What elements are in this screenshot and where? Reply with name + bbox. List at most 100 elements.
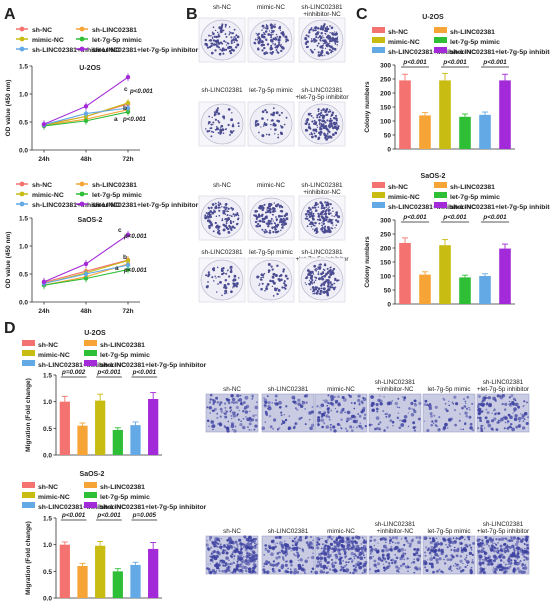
migration-saos2-1-cell bbox=[282, 551, 286, 555]
dish-saos2-bottom-2-colony bbox=[314, 292, 316, 294]
dish-saos2-bottom-0-colony bbox=[224, 286, 228, 290]
migration-saos2-5-cell bbox=[500, 553, 504, 557]
migration-saos2-2-cell bbox=[335, 570, 338, 573]
migration-saos2-4-cell bbox=[470, 546, 473, 549]
dish-u2os-top-1-colony bbox=[265, 24, 269, 28]
migration-saos2-0-cell bbox=[240, 559, 242, 562]
migration-saos2-0-cell bbox=[254, 544, 257, 547]
migration-saos2-1-cell bbox=[272, 563, 276, 567]
dish-saos2-top-1-colony bbox=[280, 210, 284, 213]
dish-u2os-top-0-colony bbox=[213, 32, 215, 35]
dish-u2os-bottom-2-colony bbox=[334, 131, 338, 135]
dish-u2os-top-1-colony bbox=[274, 37, 278, 41]
migration-u2os-3-cell bbox=[379, 402, 383, 406]
migration-saos2-2-cell bbox=[329, 542, 334, 547]
migration-label-u2os: sh-LINC02381 bbox=[375, 379, 416, 386]
dish-u2os-top-2-colony bbox=[320, 51, 323, 54]
dish-u2os-bottom-2-colony bbox=[330, 113, 334, 117]
dish-saos2-bottom-2-colony bbox=[307, 283, 310, 285]
migration-saos2-5-cell bbox=[508, 546, 512, 550]
migration-u2os-5-cell bbox=[496, 394, 500, 398]
chart-c1-y-tick-label: 150 bbox=[380, 105, 391, 112]
migration-saos2-2-cell bbox=[314, 570, 319, 575]
migration-saos2-1-cell bbox=[298, 535, 303, 540]
dish-saos2-top-0-colony bbox=[214, 221, 217, 225]
dish-u2os-bottom-2-colony bbox=[331, 126, 335, 130]
migration-saos2-0-cell bbox=[253, 539, 257, 543]
dish-u2os-bottom-0-colony bbox=[222, 132, 225, 134]
dish-saos2-bottom-0-colony bbox=[230, 290, 233, 294]
colony-label-bottom: +let-7g-5p inhibitor bbox=[295, 94, 349, 101]
migration-u2os-0-cell bbox=[237, 418, 240, 421]
migration-u2os-0-cell bbox=[243, 401, 246, 404]
migration-label-saos2: sh-LINC02381 bbox=[375, 521, 416, 528]
migration-saos2-3-cell bbox=[410, 562, 413, 564]
migration-saos2-2-cell bbox=[334, 561, 337, 565]
migration-saos2-3-cell bbox=[382, 566, 386, 569]
migration-saos2-1-cell bbox=[264, 547, 267, 549]
migration-saos2-4-cell bbox=[448, 540, 452, 544]
dish-saos2-top-0-colony bbox=[218, 214, 221, 217]
migration-saos2-5-cell bbox=[496, 547, 499, 550]
chart-d2-sig-label: p<0.001 bbox=[61, 512, 86, 519]
dish-u2os-bottom-2-colony bbox=[320, 109, 323, 112]
dish-saos2-top-1-colony bbox=[280, 229, 282, 232]
migration-u2os-5-cell bbox=[484, 416, 488, 420]
migration-saos2-0-cell bbox=[249, 546, 252, 549]
migration-u2os-1-cell bbox=[292, 426, 296, 430]
dish-u2os-top-0-colony bbox=[209, 38, 213, 42]
dish-u2os-bottom-1-colony bbox=[274, 128, 277, 131]
migration-saos2-5-cell bbox=[484, 567, 486, 570]
migration-saos2-3-cell bbox=[383, 569, 386, 572]
migration-saos2-0-cell bbox=[239, 545, 243, 548]
migration-saos2-5-cell bbox=[498, 537, 502, 542]
dish-u2os-top-1-colony bbox=[266, 43, 270, 46]
migration-u2os-2-cell bbox=[329, 428, 333, 431]
dish-saos2-top-1-colony bbox=[277, 214, 281, 218]
migration-u2os-4-cell bbox=[430, 423, 433, 427]
migration-u2os-5-cell bbox=[489, 405, 491, 407]
legend-c1-swatch bbox=[434, 27, 447, 33]
migration-u2os-4-cell bbox=[468, 406, 470, 409]
migration-saos2-1-cell bbox=[265, 560, 269, 564]
dish-u2os-bottom-1-colony bbox=[272, 107, 275, 110]
migration-u2os-1-cell bbox=[276, 402, 279, 405]
migration-saos2-4-cell bbox=[437, 554, 440, 557]
dish-saos2-bottom-1-colony bbox=[265, 287, 269, 291]
dish-u2os-top-0-colony bbox=[215, 35, 218, 39]
dish-saos2-bottom-2-colony bbox=[322, 287, 324, 290]
dish-u2os-top-2-colony bbox=[319, 36, 323, 39]
migration-u2os-0-cell bbox=[211, 409, 215, 412]
dish-u2os-top-1-colony bbox=[270, 34, 273, 36]
dish-u2os-top-2-colony bbox=[305, 45, 309, 49]
dish-u2os-top-1-colony bbox=[271, 24, 274, 27]
migration-saos2-1-cells bbox=[262, 535, 315, 575]
dish-u2os-bottom-0-colony bbox=[237, 122, 240, 125]
migration-saos2-0-cell bbox=[212, 550, 216, 554]
migration-saos2-5-cell bbox=[510, 562, 512, 564]
dish-saos2-bottom-1-colony bbox=[276, 264, 279, 268]
chart-c1-y-tick-label: 100 bbox=[380, 119, 391, 126]
dish-u2os-top-1-colony bbox=[279, 29, 282, 32]
migration-u2os-3-cell bbox=[401, 420, 404, 423]
dish-saos2-top-1-colony bbox=[257, 213, 261, 216]
migration-u2os-0-cell bbox=[219, 401, 223, 405]
migration-saos2-1-cell bbox=[287, 567, 289, 570]
legend-d2-label: let-7g-5p mimic bbox=[100, 494, 150, 501]
dish-saos2-bottom-2-colony bbox=[329, 266, 332, 269]
migration-saos2-2-cell bbox=[337, 548, 340, 551]
dish-saos2-top-2-colony bbox=[318, 222, 321, 225]
migration-saos2-0-cell bbox=[219, 543, 222, 546]
dish-saos2-bottom-1-colony bbox=[282, 270, 285, 273]
migration-u2os-3-cell bbox=[407, 425, 410, 428]
migration-saos2-5-cell bbox=[491, 561, 494, 564]
migration-saos2-2-cell bbox=[315, 564, 320, 568]
migration-saos2-5-cell bbox=[516, 561, 519, 564]
migration-u2os-4-cells bbox=[423, 395, 475, 432]
migration-saos2-3-cell bbox=[404, 565, 407, 568]
migration-saos2-4-cell bbox=[424, 554, 427, 557]
migration-saos2-1-cell bbox=[309, 536, 313, 539]
migration-saos2-3-cell bbox=[413, 548, 417, 551]
migration-u2os-0-cell bbox=[224, 415, 228, 419]
legend-c1-label: sh-LINC02381 bbox=[450, 29, 495, 36]
